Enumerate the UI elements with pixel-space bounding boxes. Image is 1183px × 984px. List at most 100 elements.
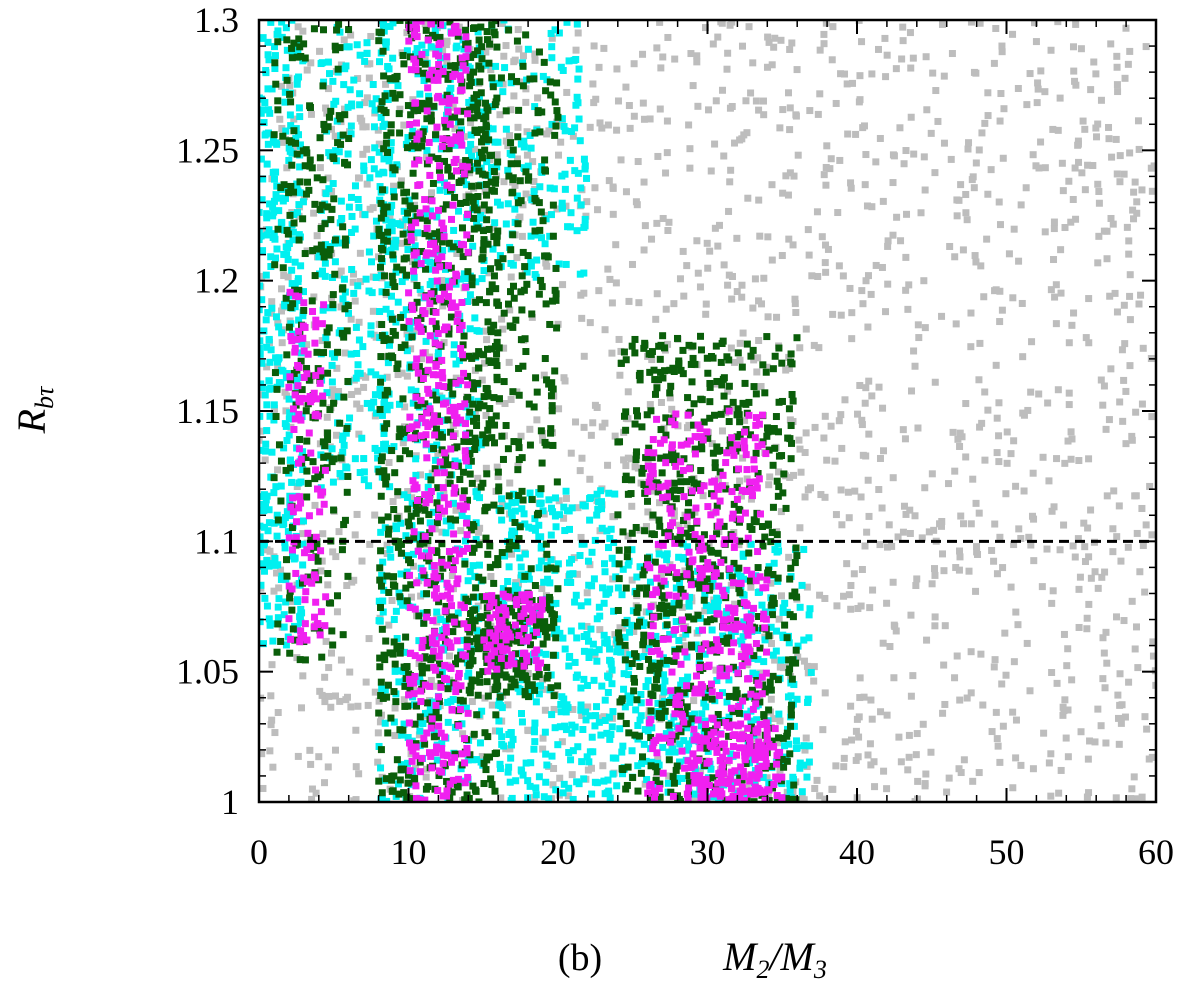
data-point [708, 440, 716, 448]
data-point [483, 104, 491, 112]
data-point [921, 780, 929, 788]
data-point [335, 148, 343, 156]
data-point [1065, 401, 1073, 409]
data-point [407, 217, 415, 225]
data-point [941, 700, 949, 708]
data-point [517, 197, 525, 205]
data-point [303, 66, 311, 74]
series-green [270, 20, 801, 802]
data-point [868, 392, 876, 400]
data-point [371, 688, 379, 696]
data-point [793, 695, 801, 703]
data-point [442, 265, 450, 273]
data-point [940, 661, 948, 669]
data-point [286, 409, 294, 417]
data-point [1030, 557, 1038, 565]
data-point [563, 701, 571, 709]
data-point [390, 688, 398, 696]
data-point [566, 652, 574, 660]
data-point [1014, 84, 1022, 92]
data-point [478, 376, 486, 384]
data-point [791, 295, 799, 303]
data-point [1138, 793, 1146, 801]
data-point [792, 111, 800, 119]
data-point [890, 674, 898, 682]
data-point [738, 42, 746, 50]
data-point [558, 199, 566, 207]
data-point [709, 577, 717, 585]
data-point [450, 341, 458, 349]
data-point [374, 729, 382, 737]
data-point [768, 256, 776, 264]
data-point [611, 490, 619, 498]
data-point [794, 151, 802, 159]
data-point [473, 492, 481, 500]
data-point [382, 43, 390, 51]
data-point [380, 430, 388, 438]
data-point [323, 341, 331, 349]
data-point [422, 257, 430, 265]
data-point [491, 421, 499, 429]
data-point [408, 333, 416, 341]
data-point [500, 378, 508, 386]
data-point [816, 591, 824, 599]
data-point [889, 179, 897, 187]
data-point [377, 746, 385, 754]
data-point [320, 120, 328, 128]
data-point [1136, 568, 1144, 576]
data-point [605, 673, 613, 681]
data-point [472, 677, 480, 685]
data-point [464, 577, 472, 585]
data-point [376, 654, 384, 662]
data-point [436, 492, 444, 500]
data-point [706, 398, 714, 406]
data-point [992, 286, 1000, 294]
data-point [993, 735, 1001, 743]
data-point [268, 304, 276, 312]
data-point [347, 130, 355, 138]
data-point [423, 590, 431, 598]
data-point [387, 139, 395, 147]
data-point [1087, 506, 1095, 514]
data-point [329, 386, 337, 394]
data-point [774, 540, 782, 548]
data-point [794, 642, 802, 650]
data-point [347, 315, 355, 323]
data-point [749, 304, 757, 312]
data-point [880, 447, 888, 455]
data-point [1048, 599, 1056, 607]
data-point [509, 146, 517, 154]
data-point [951, 674, 959, 682]
data-point [771, 656, 779, 664]
data-point [646, 401, 654, 409]
data-point [334, 139, 342, 147]
data-point [861, 181, 869, 189]
data-point [452, 374, 460, 382]
data-point [459, 636, 467, 644]
data-point [494, 138, 502, 146]
data-point [917, 209, 925, 217]
data-point [526, 441, 534, 449]
data-point [435, 660, 443, 668]
data-point [457, 118, 465, 126]
data-point [288, 266, 296, 274]
data-point [506, 479, 514, 487]
data-point [320, 453, 328, 461]
data-point [1059, 187, 1067, 195]
data-point [278, 366, 286, 374]
data-point [833, 602, 841, 610]
data-point [380, 467, 388, 475]
data-point [999, 722, 1007, 730]
data-point [523, 128, 531, 136]
data-point [1032, 38, 1040, 46]
data-point [969, 475, 977, 483]
data-point [502, 107, 510, 115]
data-point [545, 795, 553, 802]
data-point [1007, 450, 1015, 458]
data-point [520, 510, 528, 518]
data-point [288, 161, 296, 169]
data-point [864, 751, 872, 759]
data-point [360, 162, 368, 170]
data-point [383, 572, 391, 580]
data-point [530, 75, 538, 83]
